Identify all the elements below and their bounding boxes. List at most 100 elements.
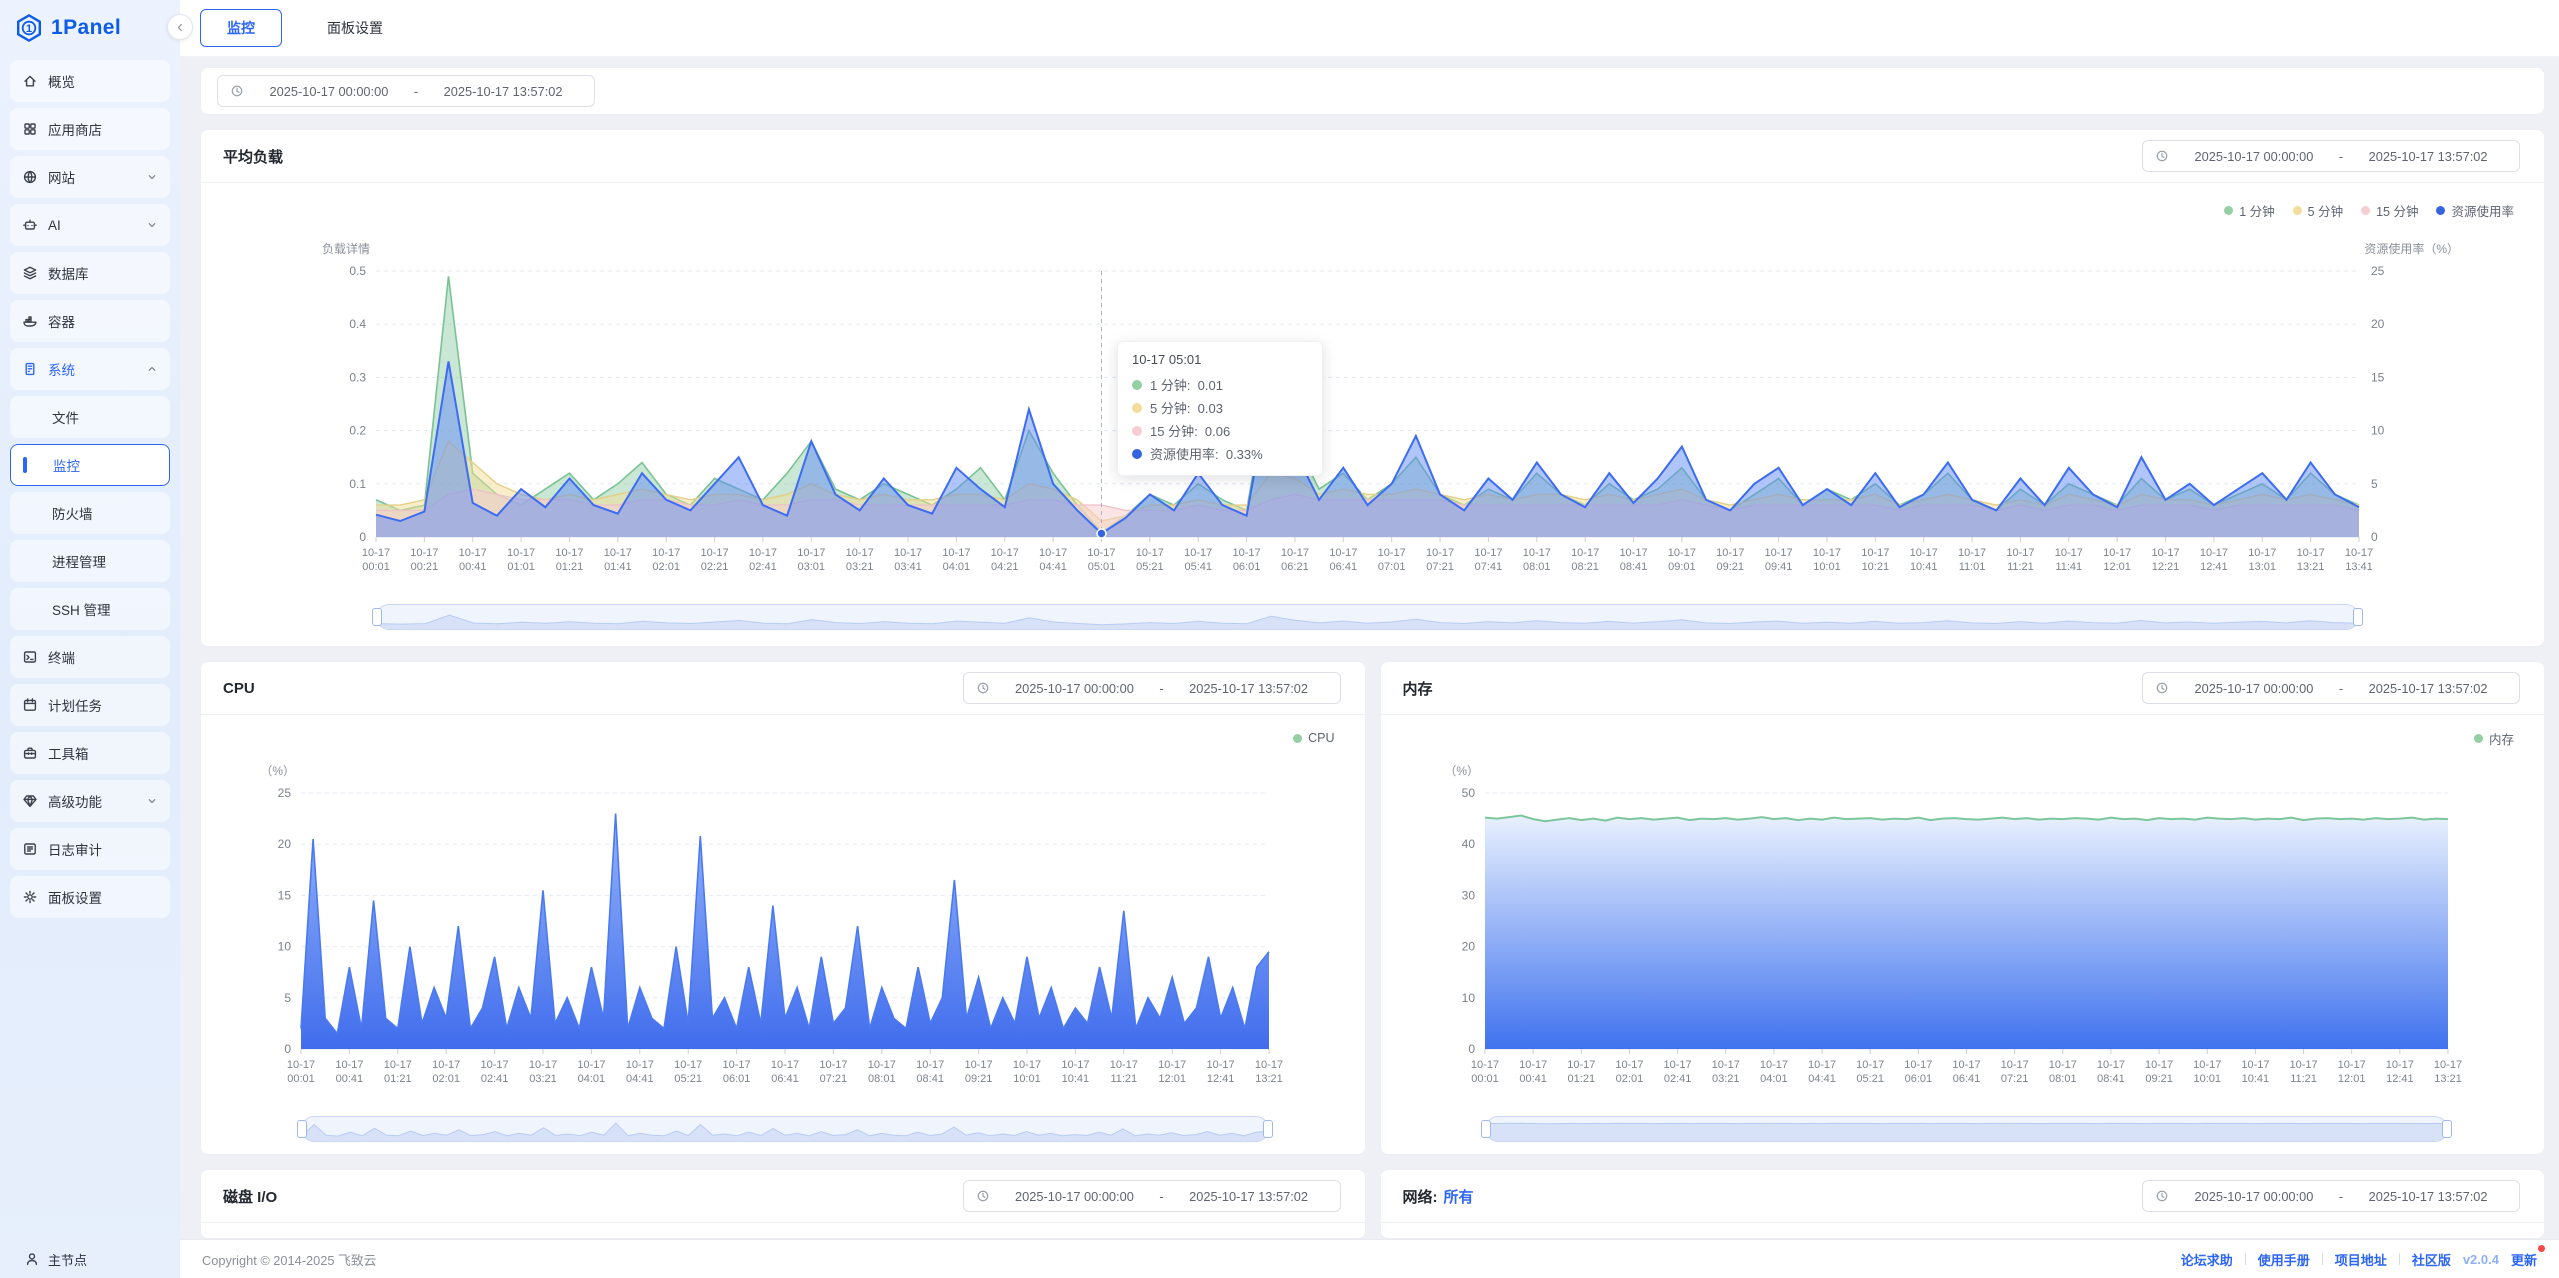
legend-item-15 分钟[interactable]: 15 分钟 <box>2361 201 2418 220</box>
svg-text:08:21: 08:21 <box>1571 561 1599 573</box>
legend-item-1 分钟[interactable]: 1 分钟 <box>2224 201 2275 220</box>
svg-text:01:21: 01:21 <box>1567 1073 1595 1085</box>
svg-text:10-17: 10-17 <box>335 1059 363 1071</box>
legend-item-5 分钟[interactable]: 5 分钟 <box>2292 201 2343 220</box>
svg-text:10-17: 10-17 <box>1716 547 1744 559</box>
svg-text:10-17: 10-17 <box>2145 1059 2173 1071</box>
svg-text:13:41: 13:41 <box>2345 561 2373 573</box>
sidebar-item-terminal[interactable]: 终端 <box>10 636 170 678</box>
sidebar-item-database[interactable]: 数据库 <box>10 252 170 294</box>
date-separator: - <box>2338 148 2344 164</box>
svg-text:10-17: 10-17 <box>432 1059 460 1071</box>
content: 2025-10-17 00:00:00 - 2025-10-17 13:57:0… <box>180 57 2559 1239</box>
global-daterange-card: 2025-10-17 00:00:00 - 2025-10-17 13:57:0… <box>200 67 2545 115</box>
svg-text:10-17: 10-17 <box>529 1059 557 1071</box>
sidebar-subitem-monitor[interactable]: 监控 <box>10 444 170 486</box>
svg-text:10-17: 10-17 <box>459 547 487 559</box>
svg-text:03:21: 03:21 <box>529 1073 557 1085</box>
sidebar-item-label: 应用商店 <box>48 123 102 138</box>
sidebar-item-logs[interactable]: 日志审计 <box>10 828 170 870</box>
svg-text:08:41: 08:41 <box>1620 561 1648 573</box>
cpu-chart[interactable]: 25 20 15 10 5 0 （%） 10-17 00:01 10-17 00:41 10-17 01… <box>201 751 1365 1112</box>
svg-text:12:21: 12:21 <box>2152 561 2180 573</box>
date-range-picker[interactable]: 2025-10-17 00:00:00 - 2025-10-17 13:57:0… <box>962 672 1341 704</box>
datazoom-slider[interactable] <box>372 604 2363 630</box>
memory-chart[interactable]: 50 40 30 20 10 0 （%） 10-17 00:01 10-17 00:41 10-17 0… <box>1381 751 2545 1112</box>
date-range-picker[interactable]: 2025-10-17 00:00:00 - 2025-10-17 13:57:0… <box>217 75 595 107</box>
network-interface-select[interactable]: 所有 <box>1443 1188 1474 1206</box>
datazoom-handle-left[interactable] <box>1480 1120 1491 1138</box>
datazoom-handle-right[interactable] <box>2441 1120 2452 1138</box>
svg-text:10-17: 10-17 <box>771 1059 799 1071</box>
sidebar-subitem-ssh[interactable]: SSH 管理 <box>10 588 170 630</box>
svg-text:10-17: 10-17 <box>1087 547 1115 559</box>
date-range-picker[interactable]: 2025-10-17 00:00:00 - 2025-10-17 13:57:0… <box>2142 140 2520 172</box>
svg-text:02:01: 02:01 <box>432 1073 460 1085</box>
footer-link-2[interactable]: 项目地址 <box>2334 1252 2387 1268</box>
node-selector[interactable]: 主节点 <box>0 1240 180 1278</box>
sidebar-item-label: 计划任务 <box>48 699 102 714</box>
date-start: 2025-10-17 00:00:00 <box>269 83 389 99</box>
sidebar-item-container[interactable]: 容器 <box>10 300 170 342</box>
svg-text:05:41: 05:41 <box>1184 561 1212 573</box>
svg-text:10-17: 10-17 <box>2248 547 2276 559</box>
tab-monitor[interactable]: 监控 <box>200 9 282 47</box>
footer-link-1[interactable]: 使用手册 <box>2257 1252 2310 1268</box>
date-range-picker[interactable]: 2025-10-17 00:00:00 - 2025-10-17 13:57:0… <box>2142 1180 2520 1212</box>
sidebar-item-label: 终端 <box>48 651 75 666</box>
sidebar-subitem-files[interactable]: 文件 <box>10 396 170 438</box>
datazoom-handle-right[interactable] <box>2353 608 2363 626</box>
svg-text:10-17: 10-17 <box>1615 1059 1643 1071</box>
svg-text:06:41: 06:41 <box>771 1073 799 1085</box>
svg-text:10-17: 10-17 <box>1958 547 1986 559</box>
sidebar-item-website[interactable]: 网站 <box>10 156 170 198</box>
main-area: 监控 面板设置 2025-10-17 00:00:00 - 2025-10-17 … <box>180 0 2559 1278</box>
svg-text:10-17: 10-17 <box>604 547 632 559</box>
sidebar-item-toolbox[interactable]: 工具箱 <box>10 732 170 774</box>
footer-link-update[interactable]: 更新 <box>2511 1244 2545 1269</box>
load-chart[interactable]: 0.5 0.4 0.3 0.2 0.1 0 25 20 15 10 5 0 资源使用率（%） 负载详情 10… <box>201 223 2544 600</box>
datazoom-handle-left[interactable] <box>297 1120 307 1138</box>
datazoom-handle-right[interactable] <box>1263 1120 1273 1138</box>
svg-text:10-17: 10-17 <box>1765 547 1793 559</box>
log-icon <box>22 841 38 857</box>
svg-text:02:01: 02:01 <box>1615 1073 1643 1085</box>
svg-text:10-17: 10-17 <box>1233 547 1261 559</box>
svg-text:15: 15 <box>278 888 292 902</box>
sidebar-subitem-firewall[interactable]: 防火墙 <box>10 492 170 534</box>
date-separator: - <box>1159 1188 1164 1204</box>
sidebar-item-ai[interactable]: AI <box>10 204 170 246</box>
sidebar-subitem-label: SSH 管理 <box>52 603 111 618</box>
sidebar-item-system[interactable]: 系统 <box>10 348 170 390</box>
sidebar-item-settings[interactable]: 面板设置 <box>10 876 170 918</box>
app-logo[interactable]: 1 1Panel <box>0 0 180 56</box>
datazoom-slider[interactable] <box>1480 1116 2452 1142</box>
datazoom-handle-left[interactable] <box>372 608 382 626</box>
legend-item-资源使用率[interactable]: 资源使用率 <box>2436 201 2514 220</box>
date-end: 2025-10-17 13:57:02 <box>2368 680 2488 696</box>
sidebar-item-app-store[interactable]: 应用商店 <box>10 108 170 150</box>
date-range-picker[interactable]: 2025-10-17 00:00:00 - 2025-10-17 13:57:0… <box>2142 672 2520 704</box>
svg-text:04:01: 04:01 <box>578 1073 606 1085</box>
legend-item-内存[interactable]: 内存 <box>2473 729 2514 748</box>
tab-panel-settings[interactable]: 面板设置 <box>327 20 383 36</box>
sidebar-item-overview[interactable]: 概览 <box>10 60 170 102</box>
svg-text:10: 10 <box>2371 424 2385 438</box>
datazoom-slider[interactable] <box>297 1116 1273 1142</box>
svg-text:07:21: 07:21 <box>1426 561 1454 573</box>
sidebar-item-advanced[interactable]: 高级功能 <box>10 780 170 822</box>
legend-item-CPU[interactable]: CPU <box>1293 731 1335 745</box>
date-range-picker[interactable]: 2025-10-17 00:00:00 - 2025-10-17 13:57:0… <box>962 1180 1341 1212</box>
svg-text:10-17: 10-17 <box>1861 547 1889 559</box>
svg-text:10-17: 10-17 <box>846 547 874 559</box>
svg-text:00:41: 00:41 <box>336 1073 364 1085</box>
footer-link-0[interactable]: 论坛求助 <box>2180 1252 2233 1268</box>
footer-link-edition[interactable]: 社区版 <box>2411 1252 2451 1268</box>
svg-text:1: 1 <box>26 23 32 35</box>
sidebar-collapse-button[interactable] <box>167 14 193 40</box>
svg-text:10-17: 10-17 <box>1039 547 1067 559</box>
sidebar-subitem-process[interactable]: 进程管理 <box>10 540 170 582</box>
sidebar-item-cron[interactable]: 计划任务 <box>10 684 170 726</box>
clock-icon <box>976 681 990 695</box>
sidebar-item-label: 日志审计 <box>48 843 102 858</box>
